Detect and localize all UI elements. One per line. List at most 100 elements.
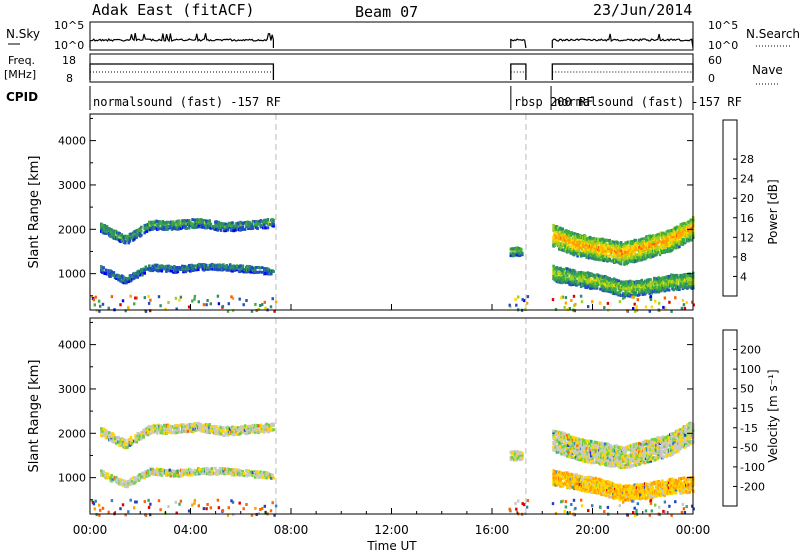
- echo-cell: [608, 257, 611, 261]
- echo-cell: [650, 438, 654, 442]
- echo-cell: [258, 475, 262, 479]
- echo-cell: [112, 433, 116, 437]
- echo-cell: [243, 221, 247, 225]
- echo-cell: [679, 236, 682, 239]
- echo-cell: [232, 266, 235, 270]
- echo-cell: [636, 286, 640, 290]
- ground-scatter-cell: [636, 298, 639, 302]
- echo-cell: [619, 484, 623, 488]
- echo-cell: [242, 427, 246, 431]
- echo-cell: [256, 227, 259, 230]
- echo-cell: [607, 442, 610, 446]
- echo-cell: [259, 223, 263, 227]
- echo-cell: [258, 428, 262, 432]
- echo-cell: [666, 434, 670, 438]
- ground-scatter-cell: [93, 303, 96, 307]
- echo-cell: [166, 227, 169, 231]
- echo-cell: [586, 247, 590, 251]
- echo-cell: [251, 269, 255, 272]
- ground-scatter-cell: [216, 294, 220, 298]
- echo-cell: [567, 484, 570, 488]
- echo-cell: [257, 470, 260, 474]
- echo-cell: [582, 254, 585, 258]
- echo-cell: [609, 281, 613, 285]
- echo-cell: [674, 435, 678, 439]
- echo-cell: [662, 231, 665, 235]
- ground-scatter-cell: [231, 309, 235, 313]
- echo-cell: [119, 481, 122, 484]
- echo-cell: [105, 430, 109, 434]
- echo-cell: [119, 235, 122, 239]
- echo-cell: [129, 477, 133, 481]
- echo-cell: [155, 431, 159, 435]
- echo-cell: [675, 279, 679, 283]
- echo-cell: [569, 450, 573, 454]
- echo-cell: [248, 265, 251, 268]
- echo-cell: [623, 448, 626, 452]
- echo-cell: [598, 240, 601, 244]
- echo-cell: [620, 496, 624, 500]
- echo-cell: [638, 258, 641, 262]
- echo-cell: [101, 268, 104, 272]
- echo-cell: [155, 429, 159, 433]
- echo-cell: [177, 427, 181, 431]
- ground-scatter-cell: [606, 301, 610, 305]
- echo-cell: [202, 423, 206, 427]
- echo-cell: [187, 226, 191, 230]
- echo-cell: [651, 440, 655, 444]
- echo-cell: [209, 428, 213, 432]
- echo-cell: [624, 498, 627, 502]
- echo-cell: [642, 255, 646, 259]
- echo-cell: [223, 267, 226, 271]
- ground-scatter-cell: [681, 298, 685, 302]
- echo-cell: [250, 222, 254, 226]
- echo-cell: [639, 445, 642, 449]
- echo-cell: [570, 474, 574, 478]
- echo-cell: [640, 247, 643, 251]
- echo-cell: [591, 456, 594, 460]
- echo-cell: [110, 270, 113, 274]
- echo-cell: [619, 288, 623, 292]
- echo-cell: [658, 253, 662, 257]
- echo-cell: [665, 285, 669, 289]
- echo-cell: [675, 231, 679, 235]
- y-tick-label: 4000: [58, 135, 86, 148]
- echo-cell: [664, 438, 667, 441]
- echo-cell: [570, 473, 574, 477]
- echo-cell: [193, 220, 197, 224]
- echo-cell: [683, 241, 687, 245]
- echo-cell: [140, 225, 143, 229]
- echo-cell: [272, 422, 275, 426]
- echo-cell: [146, 469, 150, 473]
- echo-cell: [254, 428, 257, 432]
- echo-cell: [140, 431, 143, 434]
- nave-tick-bottom: 0: [708, 72, 715, 85]
- echo-cell: [579, 245, 583, 249]
- ground-scatter-cell: [521, 298, 524, 302]
- ground-scatter-cell: [178, 298, 181, 302]
- echo-cell: [234, 430, 238, 434]
- echo-cell: [683, 433, 687, 437]
- echo-cell: [560, 439, 563, 443]
- echo-cell: [556, 271, 560, 274]
- echo-cell: [575, 272, 578, 276]
- echo-cell: [674, 437, 678, 441]
- echo-cell: [598, 488, 601, 491]
- ground-scatter-cell: [568, 307, 571, 310]
- echo-cell: [138, 232, 142, 235]
- echo-cell: [586, 280, 590, 284]
- echo-cell: [106, 472, 110, 476]
- echo-cell: [265, 422, 268, 426]
- ground-scatter-cell: [551, 298, 555, 302]
- echo-cell: [137, 478, 141, 482]
- echo-cell: [521, 453, 524, 457]
- echo-cell: [214, 466, 217, 470]
- echo-cell: [251, 226, 255, 230]
- echo-cell: [130, 441, 134, 445]
- echo-cell: [596, 443, 600, 447]
- echo-cell: [142, 434, 145, 438]
- echo-cell: [607, 250, 610, 253]
- ground-scatter-cell: [95, 309, 98, 313]
- echo-cell: [264, 218, 267, 222]
- nsky-panel: N.Sky 10^5 10^0 10^5 10^0 N.Search: [6, 19, 800, 52]
